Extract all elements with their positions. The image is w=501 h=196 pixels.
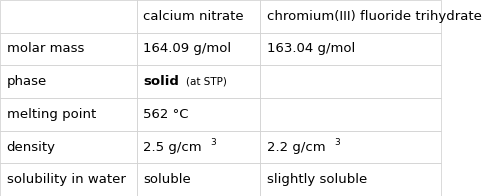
Text: 163.04 g/mol: 163.04 g/mol bbox=[266, 43, 354, 55]
Bar bbox=[136, 163, 260, 196]
Bar bbox=[260, 163, 440, 196]
Text: melting point: melting point bbox=[7, 108, 96, 121]
Text: density: density bbox=[7, 141, 56, 153]
Bar bbox=[260, 0, 440, 33]
Bar bbox=[136, 131, 260, 163]
Text: 562 °C: 562 °C bbox=[143, 108, 188, 121]
Bar bbox=[0, 33, 136, 65]
Bar bbox=[136, 65, 260, 98]
Bar bbox=[260, 33, 440, 65]
Text: solid: solid bbox=[143, 75, 179, 88]
Text: chromium(III) fluoride trihydrate: chromium(III) fluoride trihydrate bbox=[266, 10, 480, 23]
Text: 2.2 g/cm: 2.2 g/cm bbox=[266, 141, 325, 153]
Bar bbox=[0, 131, 136, 163]
Bar bbox=[136, 0, 260, 33]
Text: 2.5 g/cm: 2.5 g/cm bbox=[143, 141, 201, 153]
Text: soluble: soluble bbox=[143, 173, 190, 186]
Text: (at STP): (at STP) bbox=[186, 77, 226, 87]
Bar bbox=[136, 33, 260, 65]
Bar bbox=[0, 98, 136, 131]
Text: solubility in water: solubility in water bbox=[7, 173, 125, 186]
Text: 3: 3 bbox=[333, 138, 339, 147]
Bar bbox=[260, 98, 440, 131]
Text: molar mass: molar mass bbox=[7, 43, 84, 55]
Bar bbox=[0, 163, 136, 196]
Bar bbox=[136, 98, 260, 131]
Bar bbox=[0, 65, 136, 98]
Text: slightly soluble: slightly soluble bbox=[266, 173, 366, 186]
Text: 164.09 g/mol: 164.09 g/mol bbox=[143, 43, 231, 55]
Text: calcium nitrate: calcium nitrate bbox=[143, 10, 243, 23]
Text: phase: phase bbox=[7, 75, 47, 88]
Text: 3: 3 bbox=[210, 138, 216, 147]
Bar bbox=[260, 65, 440, 98]
Bar bbox=[0, 0, 136, 33]
Bar bbox=[260, 131, 440, 163]
